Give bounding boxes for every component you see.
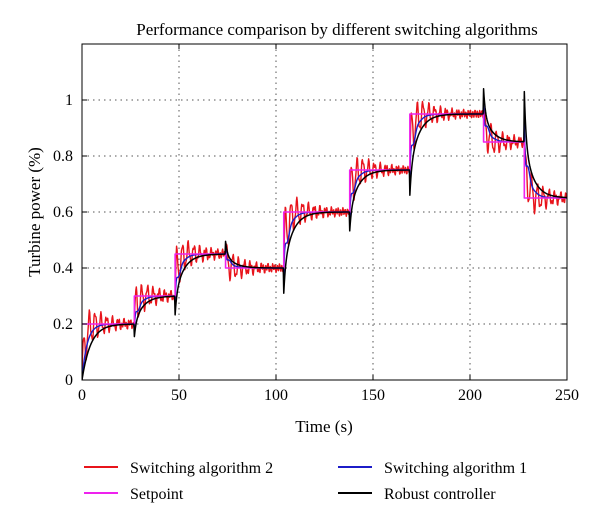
legend-item: Switching algorithm 1	[338, 460, 527, 477]
legend-label: Switching algorithm 2	[130, 460, 273, 477]
chart-title: Performance comparison by different swit…	[136, 20, 537, 39]
x-tick-label: 50	[171, 387, 187, 404]
legend-label: Switching algorithm 1	[384, 460, 527, 477]
legend-label: Robust controller	[384, 486, 496, 503]
y-tick-label: 0	[65, 372, 73, 389]
x-axis-label: Time (s)	[295, 417, 352, 436]
y-tick-label: 0.4	[53, 260, 73, 277]
legend: Switching algorithm 2 Switching algorithm…	[84, 460, 527, 503]
x-tick-label: 250	[555, 387, 579, 404]
x-tick-label: 100	[264, 387, 288, 404]
y-tick-label: 0.8	[53, 148, 73, 165]
legend-item: Setpoint	[84, 486, 184, 503]
y-tick-label: 0.6	[53, 204, 73, 221]
legend-item: Switching algorithm 2	[84, 460, 273, 477]
series-switching-algorithm-2	[82, 100, 567, 380]
series-layer	[82, 88, 567, 380]
x-tick-label: 200	[458, 387, 482, 404]
y-tick-label: 1	[65, 92, 73, 109]
x-tick-label: 150	[361, 387, 385, 404]
ticks: 0 50 100 150 200 250 0 0.2 0.4 0.6 0.8 1	[53, 44, 579, 404]
y-axis-label: Turbine power (%)	[25, 147, 44, 277]
series-robust-controller	[82, 88, 567, 380]
legend-item: Robust controller	[338, 486, 496, 503]
legend-label: Setpoint	[130, 486, 184, 503]
y-tick-label: 0.2	[53, 316, 73, 333]
x-tick-label: 0	[78, 387, 86, 404]
